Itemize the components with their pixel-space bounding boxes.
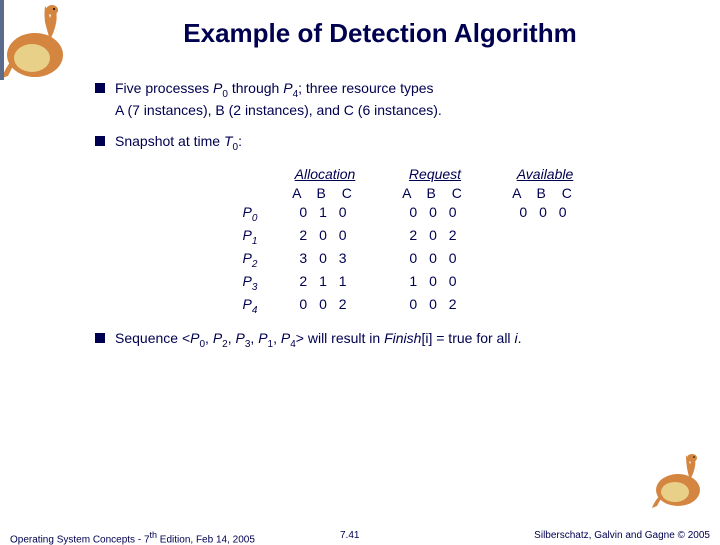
cell: 2 0 0	[270, 227, 380, 247]
sub: 1	[252, 236, 258, 247]
text: Finish	[384, 330, 421, 346]
sub: 2	[252, 259, 258, 270]
footer-page: 7.41	[340, 530, 359, 541]
text: through	[228, 80, 283, 96]
footer-left: Operating System Concepts - 7th Edition,…	[10, 530, 255, 545]
cell: 0 0 0	[490, 204, 600, 224]
content-area: Five processes P0 through P4; three reso…	[95, 79, 720, 352]
cell: 3 0 3	[270, 250, 380, 270]
proc-label: P	[243, 227, 252, 243]
col-header-allocation: Allocation	[270, 166, 380, 182]
abc-header: A B C	[490, 185, 600, 201]
text: © 2005	[678, 530, 710, 541]
cell: 1 0 0	[380, 273, 490, 293]
bullet-3: Sequence <P0, P2, P3, P1, P4> will resul…	[95, 329, 720, 351]
text: ; three resource types	[298, 80, 433, 96]
table-row: P4 0 0 2 0 0 2	[230, 296, 720, 316]
bullet-2: Snapshot at time T0:	[95, 132, 720, 154]
text: = true for all	[432, 330, 514, 346]
slide-title: Example of Detection Algorithm	[40, 0, 720, 49]
text: P	[213, 80, 222, 96]
sub: 4	[252, 304, 258, 315]
text: P	[281, 330, 290, 346]
text: Five processes	[115, 80, 213, 96]
cell: 0 1 0	[270, 204, 380, 224]
table-row: P3 2 1 1 1 0 0	[230, 273, 720, 293]
dinosaur-logo-top	[0, 0, 75, 80]
abc-header: A B C	[380, 185, 490, 201]
col-header-available: Available	[490, 166, 600, 182]
text: T	[224, 133, 233, 149]
text: A (7 instances), B (2 instances), and C …	[115, 102, 442, 118]
proc-label: P	[243, 250, 252, 266]
bullet-icon	[95, 83, 105, 93]
bullet-icon	[95, 333, 105, 343]
table-row: P1 2 0 0 2 0 2	[230, 227, 720, 247]
text: ,	[273, 330, 281, 346]
text: P	[236, 330, 245, 346]
table-row: P0 0 1 0 0 0 0 0 0 0	[230, 204, 720, 224]
text: P	[213, 330, 222, 346]
cell: 0 0 2	[270, 296, 380, 316]
text: Snapshot at time	[115, 133, 224, 149]
text: :	[238, 133, 242, 149]
text: ,	[228, 330, 236, 346]
text: ,	[205, 330, 213, 346]
sub: 3	[252, 282, 258, 293]
sup: th	[150, 530, 158, 540]
proc-label: P	[243, 296, 252, 312]
data-table: Allocation Request Available A B C A B C…	[230, 166, 720, 315]
cell: 2 1 1	[270, 273, 380, 293]
proc-label: P	[243, 204, 252, 220]
text: [i]	[421, 330, 432, 346]
footer-right: Silberschatz, Galvin and Gagne © 2005	[534, 530, 710, 541]
sub: 0	[252, 213, 258, 224]
dinosaur-logo-bottom	[650, 450, 710, 510]
proc-label: P	[243, 273, 252, 289]
text: Silberschatz, Galvin and Gagne	[534, 530, 677, 541]
text: P	[258, 330, 267, 346]
text: Sequence <	[115, 330, 190, 346]
table-row: P2 3 0 3 0 0 0	[230, 250, 720, 270]
cell: 0 0 0	[380, 250, 490, 270]
abc-header: A B C	[270, 185, 380, 201]
col-header-request: Request	[380, 166, 490, 182]
cell: 2 0 2	[380, 227, 490, 247]
text: P	[283, 80, 292, 96]
text: > will result in	[296, 330, 384, 346]
cell: 0 0 0	[380, 204, 490, 224]
bullet-1: Five processes P0 through P4; three reso…	[95, 79, 720, 120]
cell: 0 0 2	[380, 296, 490, 316]
text: .	[518, 330, 522, 346]
bullet-icon	[95, 136, 105, 146]
